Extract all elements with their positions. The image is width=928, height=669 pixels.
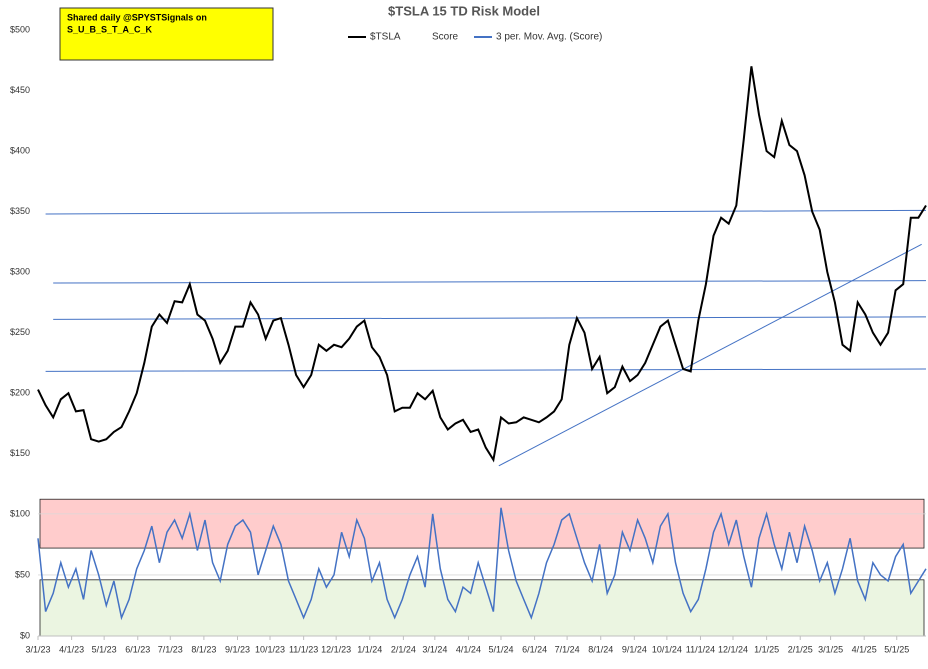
x-tick-label: 9/1/23: [225, 644, 250, 654]
x-tick-label: 5/1/24: [488, 644, 513, 654]
note-box: [59, 7, 274, 61]
x-tick-label: 10/1/24: [652, 644, 682, 654]
y-tick-label: $250: [10, 327, 30, 337]
note-line: S_U_B_S_T_A_C_K: [67, 24, 153, 34]
reference-line: [498, 243, 922, 467]
y-tick-label: $0: [20, 630, 30, 640]
series-line: [37, 507, 927, 621]
y-tick-label: $300: [10, 267, 30, 277]
x-tick-label: 1/1/25: [754, 644, 779, 654]
x-tick-label: 6/1/23: [125, 644, 150, 654]
reference-line: [53, 316, 927, 320]
x-tick-label: 8/1/24: [588, 644, 613, 654]
legend-label: Score: [432, 32, 459, 43]
x-tick-label: 4/1/23: [59, 644, 84, 654]
x-tick-label: 9/1/24: [622, 644, 647, 654]
x-tick-label: 12/1/23: [321, 644, 351, 654]
x-tick-label: 3/1/24: [422, 644, 447, 654]
legend-label: 3 per. Mov. Avg. (Score): [496, 32, 602, 43]
chart-title: $TSLA 15 TD Risk Model: [388, 3, 540, 18]
x-tick-label: 1/1/24: [357, 644, 382, 654]
x-tick-label: 4/1/25: [852, 644, 877, 654]
x-tick-label: 7/1/24: [555, 644, 580, 654]
y-tick-label: $350: [10, 206, 30, 216]
x-tick-label: 5/1/23: [92, 644, 117, 654]
x-tick-label: 2/1/24: [391, 644, 416, 654]
x-tick-label: 4/1/24: [456, 644, 481, 654]
y-tick-label: $200: [10, 388, 30, 398]
note-line: Shared daily @SPYSTSignals on: [67, 12, 207, 22]
x-tick-label: 7/1/23: [158, 644, 183, 654]
x-tick-label: 12/1/24: [718, 644, 748, 654]
x-tick-label: 5/1/25: [884, 644, 909, 654]
legend-label: $TSLA: [370, 32, 401, 43]
y-tick-label: $150: [10, 448, 30, 458]
x-tick-label: 3/1/25: [818, 644, 843, 654]
y-tick-label: $100: [10, 508, 30, 518]
y-tick-label: $500: [10, 24, 30, 34]
x-tick-label: 2/1/25: [788, 644, 813, 654]
zone: [39, 579, 925, 637]
reference-line: [53, 280, 927, 284]
x-tick-label: 8/1/23: [191, 644, 216, 654]
y-tick-label: $450: [10, 85, 30, 95]
series-line: [37, 66, 927, 463]
x-tick-label: 6/1/24: [522, 644, 547, 654]
x-tick-label: 3/1/23: [25, 644, 50, 654]
y-tick-label: $50: [15, 569, 30, 579]
reference-line: [45, 209, 927, 215]
y-tick-label: $400: [10, 145, 30, 155]
reference-line: [45, 368, 927, 372]
x-tick-label: 11/1/24: [686, 644, 715, 654]
x-tick-label: 11/1/23: [289, 644, 318, 654]
x-tick-label: 10/1/23: [255, 644, 285, 654]
